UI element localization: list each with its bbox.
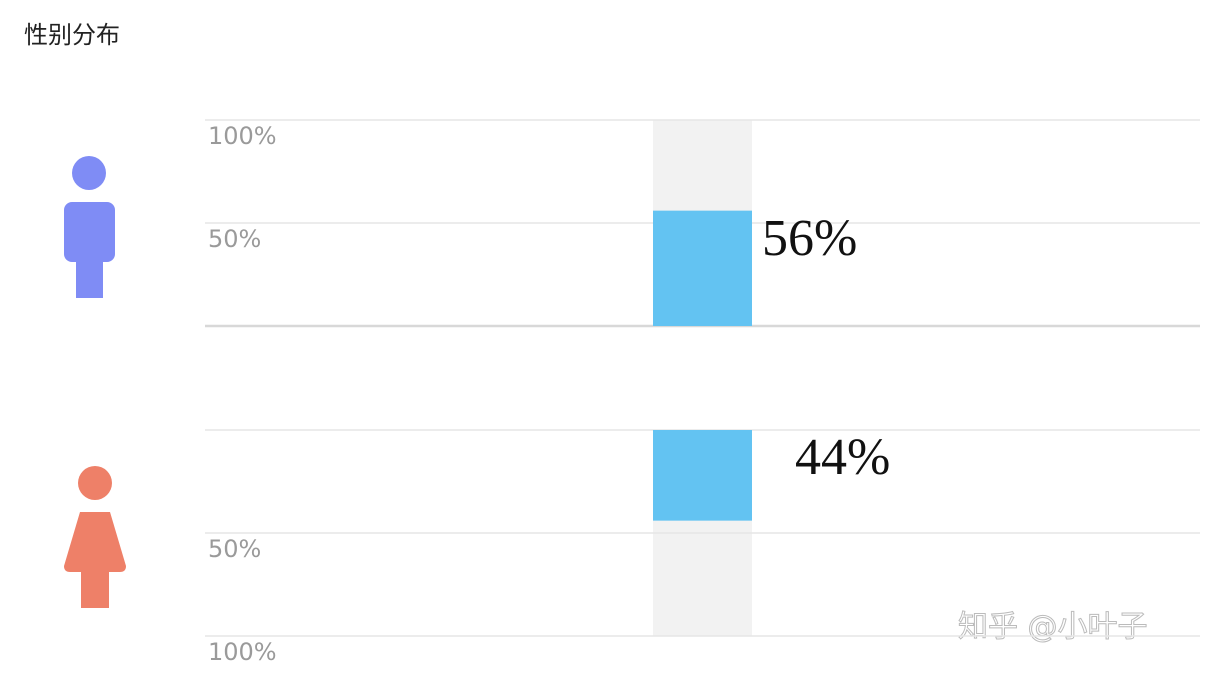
value-label: 56% [762,210,857,267]
y-tick-label: 50% [208,535,261,563]
y-tick-label: 100% [208,638,277,666]
chart-title: 性别分布 [24,21,120,49]
male-icon [64,156,115,298]
female-icon [64,466,126,608]
value-label: 44% [795,429,890,486]
y-tick-label: 100% [208,122,277,150]
bar [653,430,752,521]
bar [653,210,752,326]
y-tick-label: 50% [208,225,261,253]
watermark: 知乎 @小叶子 [958,610,1148,645]
